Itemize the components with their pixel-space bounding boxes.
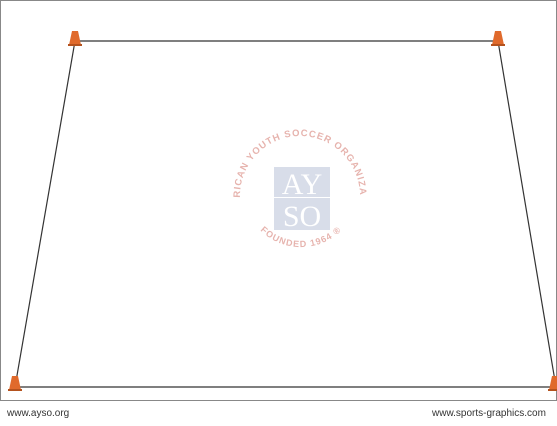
watermark-letters-bottom: SO — [283, 200, 321, 233]
cone-top-left — [68, 31, 82, 46]
field-outline — [14, 40, 557, 388]
field-line-right — [497, 40, 557, 388]
watermark-letters-top: AY — [282, 168, 323, 201]
footer-ayso-url[interactable]: www.ayso.org — [7, 408, 70, 419]
cone-bottom-right — [548, 376, 557, 391]
cone-top-right — [491, 31, 505, 46]
footer-sports-graphics-url[interactable]: www.sports-graphics.com — [432, 408, 546, 419]
ayso-watermark-logo: AMERICAN YOUTH SOCCER ORGANIZATION FOUND… — [0, 0, 367, 249]
field-line-left — [14, 40, 76, 388]
watermark-block-bottom — [274, 198, 330, 230]
watermark-block-top — [274, 167, 330, 197]
cone-bottom-left — [8, 376, 22, 391]
